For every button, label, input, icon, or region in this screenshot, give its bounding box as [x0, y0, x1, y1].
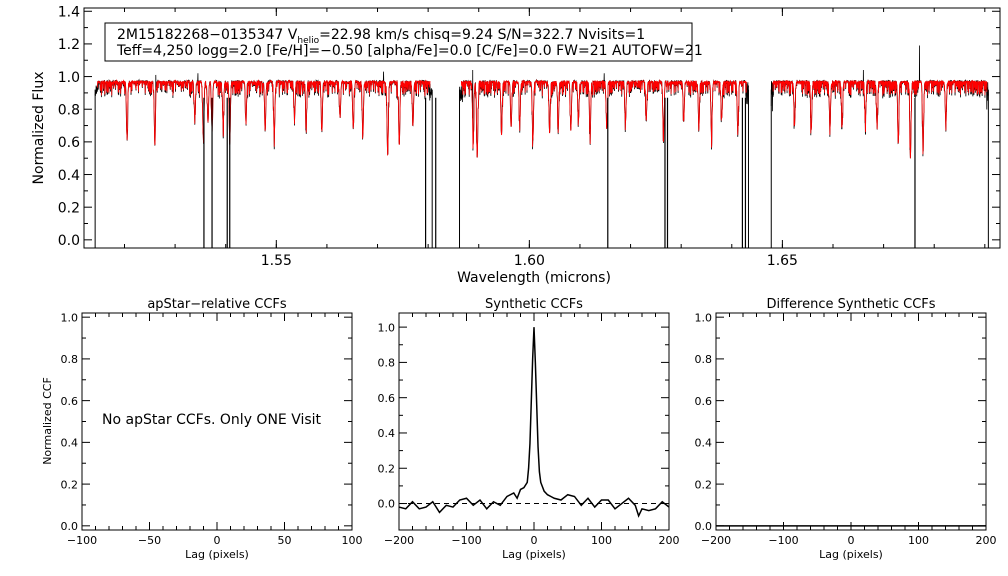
- spectrum-observed-chip-3: [770, 45, 989, 159]
- apstar-ccf-x-label: Lag (pixels): [185, 548, 249, 561]
- difference-ccf-panel: −200 −100 0 100 200 0.0 0.2 0.4 0.6 0.8 1.0 Differ…: [695, 297, 997, 561]
- spectrum-x-tick-label: 1.65: [767, 253, 798, 269]
- apstar-ccf-y-tick-label: 0.2: [61, 478, 79, 491]
- difference-ccf-y-tick-label: 0.6: [695, 395, 713, 408]
- apstar-ccf-y-tick-label: 0.6: [61, 395, 79, 408]
- apstar-ccf-y-tick-label: 0.4: [61, 437, 79, 450]
- difference-ccf-x-tick-label: 200: [976, 534, 997, 547]
- synthetic-ccf-ticks: −200 −100 0 100 200 0.0 0.2 0.4 0.6 0.8 1.0: [378, 313, 680, 547]
- synthetic-ccf-panel: −200 −100 0 100 200 0.0 0.2 0.4 0.6 0.8 1.0 Synthe…: [378, 297, 680, 561]
- info-helio-subscript: helio: [297, 36, 319, 46]
- info-fit-stats: =22.98 km/s chisq=9.24 S/N=322.7 Nvisits…: [319, 27, 645, 43]
- synthetic-ccf-x-tick-label: 100: [591, 534, 612, 547]
- difference-ccf-x-tick-label: −100: [768, 534, 798, 547]
- synthetic-ccf-x-tick-label: 200: [659, 534, 680, 547]
- spectrum-x-label: Wavelength (microns): [457, 270, 611, 286]
- synthetic-ccf-y-tick-label: 1.0: [378, 321, 396, 334]
- synthetic-ccf-x-tick-label: −200: [384, 534, 414, 547]
- spectrum-y-tick-label: 1.0: [58, 70, 80, 86]
- synthetic-ccf-x-tick-label: 0: [531, 534, 538, 547]
- apstar-ccf-y-tick-label: 0.8: [61, 353, 79, 366]
- spectrum-x-tick-label: 1.55: [261, 253, 292, 269]
- apstar-ccf-x-tick-label: 100: [342, 534, 363, 547]
- difference-ccf-y-tick-label: 0.8: [695, 353, 713, 366]
- spectrum-model-chip-2: [460, 79, 748, 158]
- spectrum-y-tick-label: 0.6: [58, 135, 80, 151]
- difference-ccf-x-tick-label: 100: [908, 534, 929, 547]
- synthetic-ccf-data-group: [398, 327, 670, 518]
- synthetic-ccf-y-tick-label: 0.6: [378, 392, 396, 405]
- apstar-ccf-y-tick-label: 1.0: [61, 311, 79, 324]
- spectrum-data-group: [94, 45, 989, 248]
- difference-ccf-x-tick-label: 0: [848, 534, 855, 547]
- synthetic-ccf-y-tick-label: 0.0: [378, 498, 396, 511]
- difference-ccf-y-tick-label: 0.2: [695, 478, 713, 491]
- info-box-frame: [104, 22, 693, 62]
- difference-ccf-title: Difference Synthetic CCFs: [766, 297, 935, 312]
- difference-ccf-x-tick-label: −200: [701, 534, 731, 547]
- apstar-ccf-message: No apStar CCFs. Only ONE Visit: [102, 412, 322, 428]
- spectrum-model-chip-3: [772, 79, 988, 159]
- spectrum-frame: [83, 7, 1001, 249]
- info-box-line2: Teff=4,250 logg=2.0 [Fe/H]=−0.50 [alpha/…: [116, 43, 703, 59]
- info-star-velocity: 2M15182268−0135347 V: [117, 27, 298, 43]
- difference-ccf-frame: [715, 312, 987, 531]
- spectrum-y-tick-label: 0.4: [58, 168, 80, 184]
- spectrum-y-tick-label: 0.0: [58, 233, 80, 249]
- synthetic-ccf-x-label: Lag (pixels): [502, 548, 566, 561]
- difference-ccf-x-label: Lag (pixels): [819, 548, 883, 561]
- synthetic-ccf-title: Synthetic CCFs: [485, 297, 583, 312]
- spectrum-y-tick-label: 1.4: [58, 5, 80, 21]
- synthetic-ccf-y-tick-label: 0.2: [378, 462, 396, 475]
- apstar-ccf-x-tick-label: 0: [214, 534, 221, 547]
- apstar-ccf-title: apStar−relative CCFs: [147, 297, 287, 312]
- spectrum-ticks: 1.55 1.60 1.65 0.0 0.2 0.4 0.6 0.8 1.0 1.2 1.4: [58, 5, 1000, 269]
- difference-ccf-y-tick-label: 0.4: [695, 437, 713, 450]
- difference-ccf-y-tick-label: 0.0: [695, 520, 713, 533]
- spectrum-x-tick-label: 1.60: [514, 253, 545, 269]
- apstar-ccf-panel: −100 −50 0 50 100 0.0 0.2 0.4 0.6 0.8 1.0 apStar−r…: [41, 297, 363, 561]
- spectrum-y-label: Normalized Flux: [31, 72, 47, 185]
- synthetic-ccf-y-tick-label: 0.4: [378, 427, 396, 440]
- apstar-ccf-y-tick-label: 0.0: [61, 520, 79, 533]
- spectrum-y-tick-label: 1.2: [58, 37, 80, 53]
- spectrum-panel: 1.55 1.60 1.65 0.0 0.2 0.4 0.6 0.8 1.0 1.2 1.4 2M1…: [31, 5, 1001, 286]
- synthetic-ccf-x-tick-label: −100: [451, 534, 481, 547]
- info-box-line1: 2M15182268−0135347 Vhelio=22.98 km/s chi…: [117, 27, 645, 46]
- spectrum-y-tick-label: 0.2: [58, 201, 80, 217]
- difference-ccf-y-tick-label: 1.0: [695, 311, 713, 324]
- spectrum-info-box: 2M15182268−0135347 Vhelio=22.98 km/s chi…: [104, 22, 703, 62]
- synthetic-ccf-curve: [398, 327, 670, 518]
- apstar-ccf-x-tick-label: −100: [67, 534, 97, 547]
- apstar-ccf-y-label: Normalized CCF: [41, 377, 54, 465]
- spectrum-y-tick-label: 0.8: [58, 103, 80, 119]
- spectrum-model-chip-1: [96, 78, 431, 157]
- apstar-ccf-x-tick-label: 50: [278, 534, 292, 547]
- apstar-ccf-x-tick-label: −50: [138, 534, 161, 547]
- synthetic-ccf-y-tick-label: 0.8: [378, 357, 396, 370]
- apstar-ccf-ticks: −100 −50 0 50 100 0.0 0.2 0.4 0.6 0.8 1.0: [61, 311, 363, 547]
- difference-ccf-ticks: −200 −100 0 100 200 0.0 0.2 0.4 0.6 0.8 1.0: [695, 311, 997, 547]
